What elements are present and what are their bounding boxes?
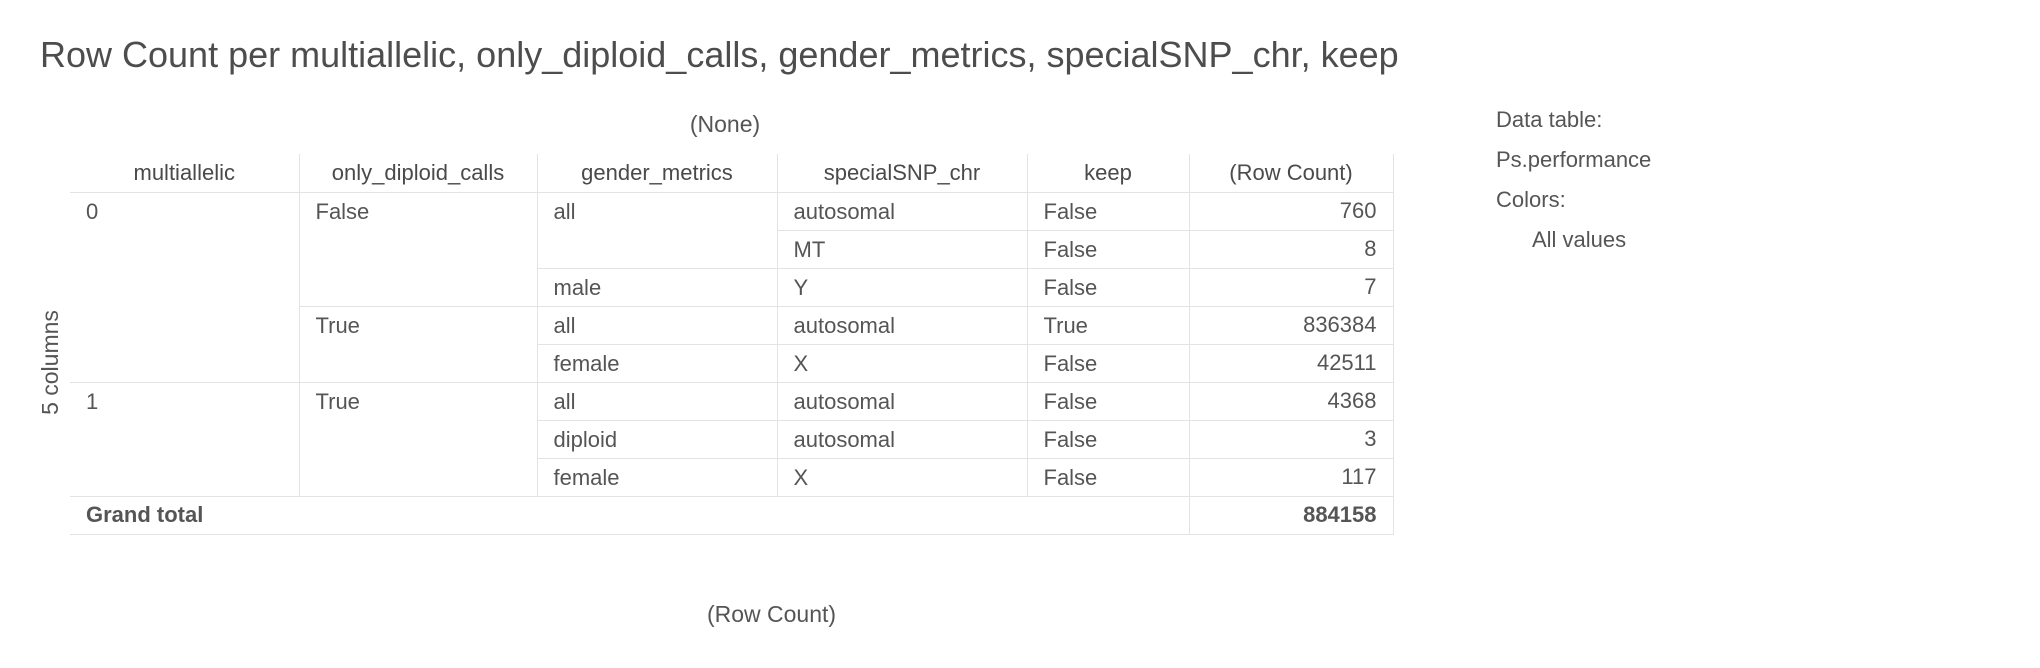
cell-keep[interactable]: False bbox=[1027, 230, 1190, 269]
column-header[interactable]: (Row Count) bbox=[1189, 154, 1394, 193]
column-header[interactable]: specialSNP_chr bbox=[777, 154, 1028, 193]
cell-gender-metrics[interactable]: all bbox=[537, 382, 778, 421]
cell-gender-metrics[interactable]: female bbox=[537, 344, 778, 383]
legend-panel: Data table: Ps.performance Colors: All v… bbox=[1496, 106, 1651, 266]
cell-gender-metrics[interactable]: diploid bbox=[537, 420, 778, 459]
grand-total-value[interactable]: 884158 bbox=[1189, 496, 1394, 535]
cell-only-diploid-calls[interactable]: True bbox=[299, 382, 538, 497]
cell-specialsnp-chr[interactable]: autosomal bbox=[777, 382, 1028, 421]
table-row[interactable]: 0 False all autosomal False 760 bbox=[70, 192, 1394, 383]
header-row: multiallelic only_diploid_calls gender_m… bbox=[70, 154, 1394, 193]
cell-only-diploid-calls[interactable]: False bbox=[299, 192, 538, 307]
cell-keep[interactable]: False bbox=[1027, 420, 1190, 459]
value-axis-selector[interactable]: (Row Count) bbox=[706, 601, 837, 627]
cell-gender-metrics[interactable]: male bbox=[537, 268, 778, 307]
colors-value: All values bbox=[1532, 227, 1627, 252]
cell-gender-metrics[interactable]: all bbox=[537, 192, 778, 269]
grand-total-label: Grand total bbox=[70, 496, 1190, 535]
table-row[interactable]: diploid autosomal False 3 bbox=[70, 420, 1394, 459]
cell-row-count[interactable]: 3 bbox=[1189, 420, 1394, 459]
cell-specialsnp-chr[interactable]: autosomal bbox=[777, 306, 1028, 345]
cell-specialsnp-chr[interactable]: Y bbox=[777, 268, 1028, 307]
cross-table: multiallelic only_diploid_calls gender_m… bbox=[70, 154, 1394, 535]
cell-gender-metrics[interactable]: female bbox=[537, 458, 778, 497]
table-row[interactable]: male Y False 7 bbox=[70, 268, 1394, 307]
table-row[interactable]: female X False 42511 bbox=[70, 344, 1394, 383]
table-row[interactable]: female X False 117 bbox=[70, 458, 1394, 497]
cell-row-count[interactable]: 836384 bbox=[1189, 306, 1394, 345]
cell-keep[interactable]: False bbox=[1027, 382, 1190, 421]
colors-label: Colors: bbox=[1496, 187, 1566, 212]
table-row[interactable]: True all autosomal True 836384 bbox=[70, 306, 1394, 383]
grand-total-row[interactable]: Grand total 884158 bbox=[70, 496, 1394, 535]
cell-only-diploid-calls[interactable]: True bbox=[299, 306, 538, 383]
cell-row-count[interactable]: 117 bbox=[1189, 458, 1394, 497]
cell-row-count[interactable]: 42511 bbox=[1189, 344, 1394, 383]
column-header[interactable]: multiallelic bbox=[70, 154, 300, 193]
data-table-value: Ps.performance bbox=[1496, 147, 1652, 172]
cell-specialsnp-chr[interactable]: MT bbox=[777, 230, 1028, 269]
column-header[interactable]: only_diploid_calls bbox=[299, 154, 538, 193]
table-row[interactable]: MT False 8 bbox=[70, 230, 1394, 269]
row-axis-selector[interactable]: 5 columns bbox=[36, 310, 63, 415]
cell-keep[interactable]: False bbox=[1027, 344, 1190, 383]
data-table-label: Data table: bbox=[1496, 107, 1603, 132]
cell-row-count[interactable]: 8 bbox=[1189, 230, 1394, 269]
cell-row-count[interactable]: 4368 bbox=[1189, 382, 1394, 421]
cell-gender-metrics[interactable]: all bbox=[537, 306, 778, 345]
cell-keep[interactable]: False bbox=[1027, 458, 1190, 497]
cell-specialsnp-chr[interactable]: X bbox=[777, 458, 1028, 497]
cell-specialsnp-chr[interactable]: autosomal bbox=[777, 420, 1028, 459]
cell-multiallelic[interactable]: 0 bbox=[70, 192, 300, 383]
column-header[interactable]: gender_metrics bbox=[537, 154, 778, 193]
cell-multiallelic[interactable]: 1 bbox=[70, 382, 300, 497]
cell-row-count[interactable]: 760 bbox=[1189, 192, 1394, 231]
cell-keep[interactable]: False bbox=[1027, 268, 1190, 307]
visualization-title: Row Count per multiallelic, only_diploid… bbox=[40, 34, 1399, 75]
cell-specialsnp-chr[interactable]: autosomal bbox=[777, 192, 1028, 231]
cell-keep[interactable]: False bbox=[1027, 192, 1190, 231]
cell-specialsnp-chr[interactable]: X bbox=[777, 344, 1028, 383]
column-axis-selector[interactable]: (None) bbox=[689, 111, 761, 137]
column-header[interactable]: keep bbox=[1027, 154, 1190, 193]
cell-keep[interactable]: True bbox=[1027, 306, 1190, 345]
table-row[interactable]: 1 True all autosomal False 4368 bbox=[70, 382, 1394, 497]
cell-row-count[interactable]: 7 bbox=[1189, 268, 1394, 307]
